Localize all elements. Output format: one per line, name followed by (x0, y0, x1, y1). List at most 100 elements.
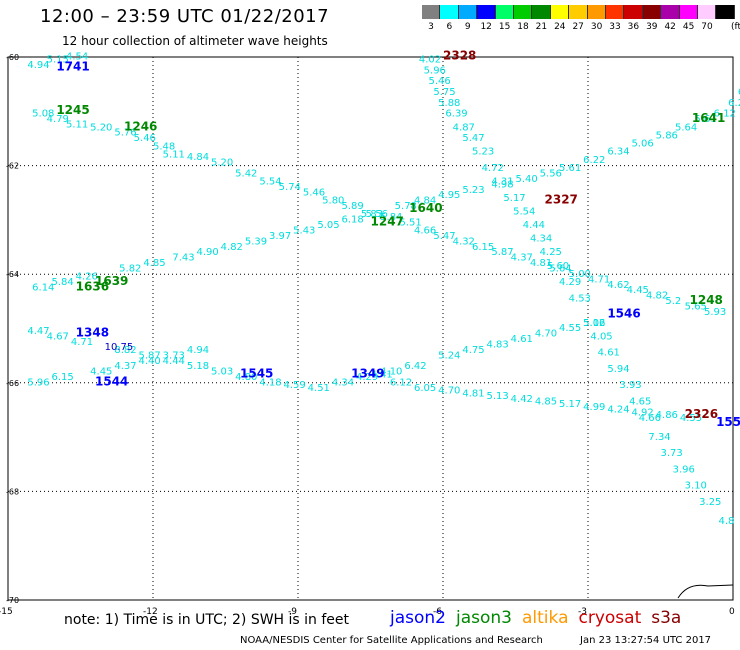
swh-value: 4.81 (462, 388, 484, 399)
swh-value: 4.55 (680, 413, 702, 424)
swh-value: 4.72 (482, 163, 504, 174)
swh-value: 4.70 (438, 386, 460, 397)
swh-value: 4.44 (163, 356, 185, 367)
swh-value: 5.08 (32, 109, 54, 120)
swh-value: 5.17 (559, 399, 581, 410)
swh-value: 5.00 (569, 269, 591, 280)
swh-value: 5.47 (462, 133, 484, 144)
colorbar-swatch (661, 5, 680, 19)
swh-value: 5.13 (487, 391, 509, 402)
swh-value: 4.95 (438, 190, 460, 201)
pass-time-label: 1546 (607, 307, 640, 321)
swh-value: 4.61 (511, 334, 533, 345)
swh-value: 5.20 (211, 158, 233, 169)
swh-value: 5.23 (462, 185, 484, 196)
swh-value: 4.70 (535, 329, 557, 340)
swh-value: 4.8 (719, 516, 735, 527)
x-tick-label: -15 (0, 607, 13, 617)
pass-time-label: 2326 (685, 407, 718, 421)
x-tick-label: -12 (143, 607, 158, 617)
swh-value: 3.25 (699, 497, 721, 508)
swh-value: 5.94 (607, 364, 629, 375)
swh-value: 6.05 (414, 383, 436, 394)
swh-value: 4.05 (590, 331, 612, 342)
swh-value: 4.82 (646, 291, 668, 302)
swh-value: 6.42 (404, 361, 426, 372)
swh-value: 5.61 (559, 163, 581, 174)
y-tick-label: -68 (6, 487, 19, 496)
swh-value: 5.56 (540, 168, 562, 179)
x-tick-label: -9 (288, 607, 297, 617)
swh-value: 4.41 (371, 369, 393, 380)
plot-frame (7, 56, 734, 601)
swh-value: 6.12 (390, 378, 412, 389)
swh-value-highlight: 10.75 (105, 342, 134, 353)
y-tick-label: -64 (6, 270, 19, 279)
colorbar-swatch (477, 5, 496, 19)
swh-value: 6.18 (342, 215, 364, 226)
colorbar-label: 12 (480, 22, 492, 32)
swh-value: 6.15 (52, 372, 74, 383)
swh-value: 5.78 (395, 201, 417, 212)
swh-value: 4.71 (588, 274, 610, 285)
swh-value: 3.10 (685, 481, 707, 492)
swh-value: 4.45 (90, 367, 112, 378)
satellite-legend-item: jason3 (456, 608, 512, 628)
swh-value: 6.55 (738, 87, 740, 98)
y-tick-label: -62 (6, 162, 19, 171)
colorbar-label: 24 (554, 22, 566, 32)
swh-value: 5.23 (472, 147, 494, 158)
colorbar-label: 45 (682, 22, 695, 32)
swh-value: 5.88 (438, 98, 460, 109)
swh-value: 4.61 (598, 348, 620, 359)
swh-value: 5.12 (583, 318, 605, 329)
colorbar-swatch (642, 5, 662, 19)
swh-value: 6.34 (607, 147, 629, 158)
swh-value: 4.66 (414, 225, 436, 236)
swh-value: 4.87 (453, 122, 475, 133)
colorbar-swatch (606, 5, 625, 19)
colorbar-swatch (458, 5, 478, 19)
colorbar-label: 70 (701, 22, 713, 32)
colorbar-label: 6 (446, 22, 453, 32)
pass-time-label: 1555 (716, 415, 740, 429)
swh-value: 5.48 (153, 141, 175, 152)
colorbar-swatch (514, 5, 533, 19)
swh-value: 5.82 (119, 263, 141, 274)
colorbar-unit: (ft) (731, 22, 740, 32)
swh-value: 4.55 (559, 323, 581, 334)
swh-value: 5.65 (685, 301, 707, 312)
pass-time-label: 1641 (692, 111, 725, 125)
swh-value: 4.67 (47, 331, 69, 342)
pass-time-label: 1248 (690, 293, 723, 307)
swh-value: 4.92 (632, 407, 654, 418)
swh-value: 6.14 (32, 282, 54, 293)
colorbar-label: 27 (572, 22, 584, 32)
colorbar-swatch (587, 5, 606, 19)
swh-value: 5.06 (632, 139, 654, 150)
swh-value: 4.98 (491, 179, 513, 190)
swh-value: 3.96 (673, 464, 695, 475)
swh-value: 4.18 (259, 378, 281, 389)
colorbar-label: 21 (535, 22, 548, 32)
swh-value: 5.83 (361, 209, 383, 220)
swh-value: 5.61 (694, 114, 716, 125)
swh-value: 5.24 (438, 350, 460, 361)
colorbar-label: 33 (609, 22, 621, 32)
swh-value: 5.11 (163, 149, 185, 160)
swh-value: 5.39 (245, 236, 267, 247)
swh-value: 4.62 (607, 280, 629, 291)
swh-value: 6.22 (583, 155, 605, 166)
swh-value: 4.44 (523, 220, 545, 231)
swh-value: 7.34 (648, 432, 670, 443)
swh-value: 5.05 (317, 220, 339, 231)
swh-value: 4.83 (487, 340, 509, 351)
swh-value: 5.84 (380, 212, 402, 223)
swh-value: 4.81 (530, 258, 552, 269)
swh-value: 4.71 (71, 337, 93, 348)
colorbar-swatch (698, 5, 717, 19)
colorbar-label: 9 (464, 22, 471, 32)
swh-value: 5.54 (513, 206, 535, 217)
x-tick-label: -6 (433, 607, 442, 617)
